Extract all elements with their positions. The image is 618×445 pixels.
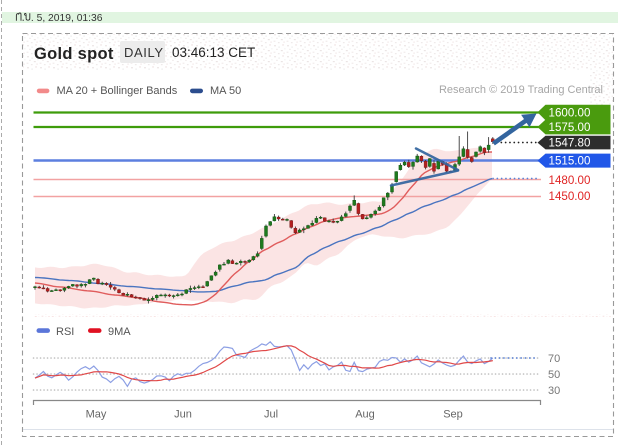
- svg-text:RSI: RSI: [56, 326, 74, 338]
- svg-text:Aug: Aug: [355, 409, 375, 421]
- svg-text:1575.00: 1575.00: [549, 121, 591, 134]
- svg-text:Jun: Jun: [174, 409, 192, 421]
- svg-text:. 5, 2019, 01:36: . 5, 2019, 01:36: [31, 13, 103, 24]
- svg-text:50: 50: [548, 369, 560, 381]
- svg-text:May: May: [86, 409, 107, 421]
- svg-text:Sep: Sep: [443, 409, 463, 421]
- svg-text:Jul: Jul: [264, 409, 278, 421]
- svg-text:MA 20 + Bollinger Bands: MA 20 + Bollinger Bands: [57, 85, 178, 97]
- svg-text:1600.00: 1600.00: [549, 106, 591, 119]
- svg-text:30: 30: [548, 385, 560, 397]
- svg-text:1515.00: 1515.00: [549, 155, 591, 168]
- svg-text:1547.80: 1547.80: [549, 137, 591, 150]
- svg-text:9MA: 9MA: [108, 326, 131, 338]
- svg-text:1450.00: 1450.00: [549, 190, 591, 203]
- svg-text:Research © 2019 Trading Centra: Research © 2019 Trading Central: [439, 84, 603, 96]
- svg-text:1480.00: 1480.00: [549, 174, 591, 187]
- svg-text:MA 50: MA 50: [210, 85, 241, 97]
- svg-text:70: 70: [548, 353, 560, 365]
